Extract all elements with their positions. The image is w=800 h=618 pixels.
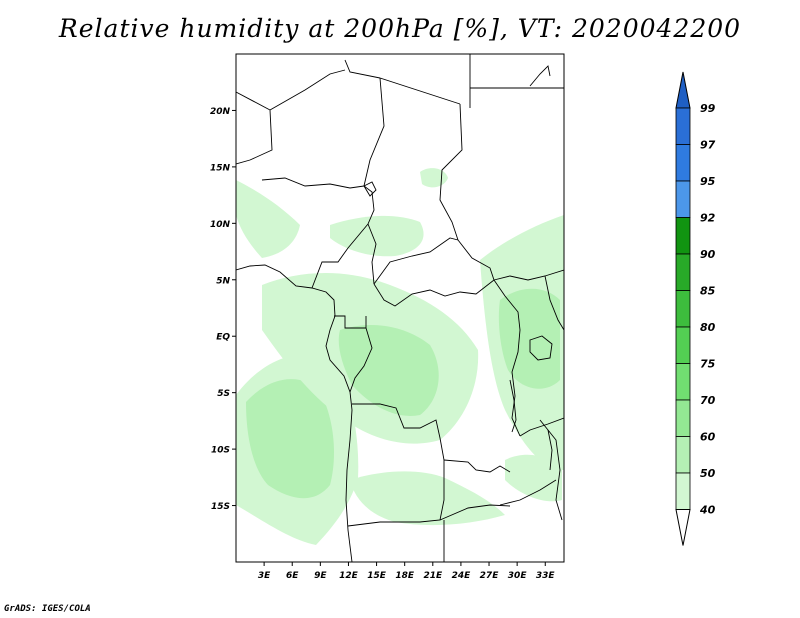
lon-axis: 3E 6E 9E 12E 15E 18E 21E 24E 27E 30E 33E bbox=[258, 562, 556, 581]
colorbar-label: 99 bbox=[700, 102, 716, 115]
lake-chad bbox=[363, 181, 377, 197]
colorbar-label: 85 bbox=[700, 285, 716, 298]
border-zimbabwe bbox=[499, 479, 557, 506]
border-kenya bbox=[544, 275, 564, 331]
border-chad-sudan bbox=[439, 103, 463, 241]
border-niger-north bbox=[269, 69, 346, 111]
credit-label: GrADS: IGES/COLA bbox=[4, 604, 91, 614]
border-nigeria-cameroon bbox=[311, 223, 369, 289]
lat-tick-label: EQ bbox=[216, 333, 230, 343]
lat-tick-label: 15S bbox=[211, 502, 230, 512]
border-gabon bbox=[334, 315, 367, 329]
colorbar: 99 97 95 92 90 85 80 75 70 60 50 40 bbox=[675, 71, 716, 546]
colorbar-segment bbox=[675, 399, 691, 437]
lon-tick-label: 9E bbox=[314, 571, 327, 581]
sinai-coast bbox=[529, 65, 551, 87]
colorbar-label: 80 bbox=[700, 321, 716, 334]
border-congo-drc bbox=[349, 327, 373, 393]
humidity-shading bbox=[236, 168, 564, 545]
lon-tick-label: 21E bbox=[423, 571, 443, 581]
humidity-region-south-east bbox=[505, 454, 562, 502]
colorbar-label: 60 bbox=[700, 431, 716, 444]
humidity-region-coast bbox=[246, 379, 334, 499]
border-niger-nigeria bbox=[261, 177, 365, 189]
lat-tick-label: 5N bbox=[216, 276, 230, 286]
lake-malawi bbox=[547, 429, 553, 471]
lat-axis: 20N 15N 10N 5N EQ 5S 10S 15S bbox=[210, 107, 236, 512]
lon-tick-label: 12E bbox=[339, 571, 359, 581]
colorbar-label: 75 bbox=[700, 358, 716, 371]
colorbar-label: 50 bbox=[700, 467, 716, 480]
colorbar-label: 92 bbox=[700, 212, 716, 225]
map-frame bbox=[235, 53, 565, 563]
map-title: Relative humidity at 200hPa [%], VT: 202… bbox=[58, 14, 742, 43]
border-tanzania bbox=[519, 417, 564, 437]
border-drc-east bbox=[493, 279, 521, 437]
colorbar-segment bbox=[675, 144, 691, 182]
border-algeria-libya bbox=[344, 59, 381, 79]
lat-tick-label: 15N bbox=[210, 163, 231, 173]
border-libya-north bbox=[379, 77, 461, 105]
lake-tanganyika bbox=[509, 379, 517, 433]
border-mozambique bbox=[539, 419, 563, 521]
lon-tick-label: 15E bbox=[367, 571, 387, 581]
border-drc-angola bbox=[352, 403, 445, 461]
humidity-region-congo-core bbox=[338, 325, 439, 416]
colorbar-label: 97 bbox=[700, 139, 716, 152]
lon-tick-label: 27E bbox=[480, 571, 500, 581]
colorbar-arrow-top bbox=[675, 71, 691, 109]
border-car-chad bbox=[373, 237, 459, 285]
lat-tick-label: 5S bbox=[217, 389, 230, 399]
lat-tick-label: 20N bbox=[210, 107, 231, 117]
lon-tick-label: 6E bbox=[286, 571, 299, 581]
lon-tick-label: 24E bbox=[452, 571, 472, 581]
border-mali-niger bbox=[236, 91, 273, 165]
border-angola-namibia bbox=[347, 460, 445, 527]
border-car-drc bbox=[373, 279, 495, 307]
colorbar-segment bbox=[675, 363, 691, 401]
humidity-region-northeast bbox=[420, 168, 448, 188]
colorbar-label: 95 bbox=[700, 175, 716, 188]
colorbar-label: 70 bbox=[700, 394, 716, 407]
colorbar-segment bbox=[675, 436, 691, 474]
humidity-region-central-sahel bbox=[330, 215, 424, 257]
lon-tick-label: 3E bbox=[258, 571, 271, 581]
coastline bbox=[236, 264, 353, 562]
lat-tick-label: 10S bbox=[211, 446, 230, 456]
border-car-sudan bbox=[457, 239, 495, 281]
colorbar-segment bbox=[675, 107, 691, 145]
colorbar-segment bbox=[675, 290, 691, 328]
border-niger-chad bbox=[363, 77, 385, 225]
humidity-region-southern bbox=[350, 471, 505, 526]
lon-tick-label: 33E bbox=[536, 571, 556, 581]
lon-tick-label: 30E bbox=[508, 571, 528, 581]
colorbar-segment bbox=[675, 253, 691, 291]
country-borders bbox=[236, 54, 564, 562]
colorbar-segment bbox=[675, 180, 691, 218]
lat-tick-label: 10N bbox=[210, 220, 231, 230]
border-cameroon-chad bbox=[367, 223, 377, 285]
border-sudan-southsudan bbox=[493, 269, 564, 281]
colorbar-arrow-bottom bbox=[675, 509, 691, 546]
colorbar-label: 90 bbox=[700, 248, 716, 261]
lon-tick-label: 18E bbox=[395, 571, 415, 581]
colorbar-segment bbox=[675, 326, 691, 364]
colorbar-label: 40 bbox=[699, 504, 716, 517]
humidity-region-west-sahel bbox=[236, 180, 300, 258]
border-zambia-south bbox=[439, 504, 511, 521]
border-angola-zambia bbox=[443, 459, 511, 473]
lake-victoria bbox=[529, 335, 553, 361]
colorbar-segment bbox=[675, 472, 691, 510]
colorbar-segment bbox=[675, 217, 691, 255]
